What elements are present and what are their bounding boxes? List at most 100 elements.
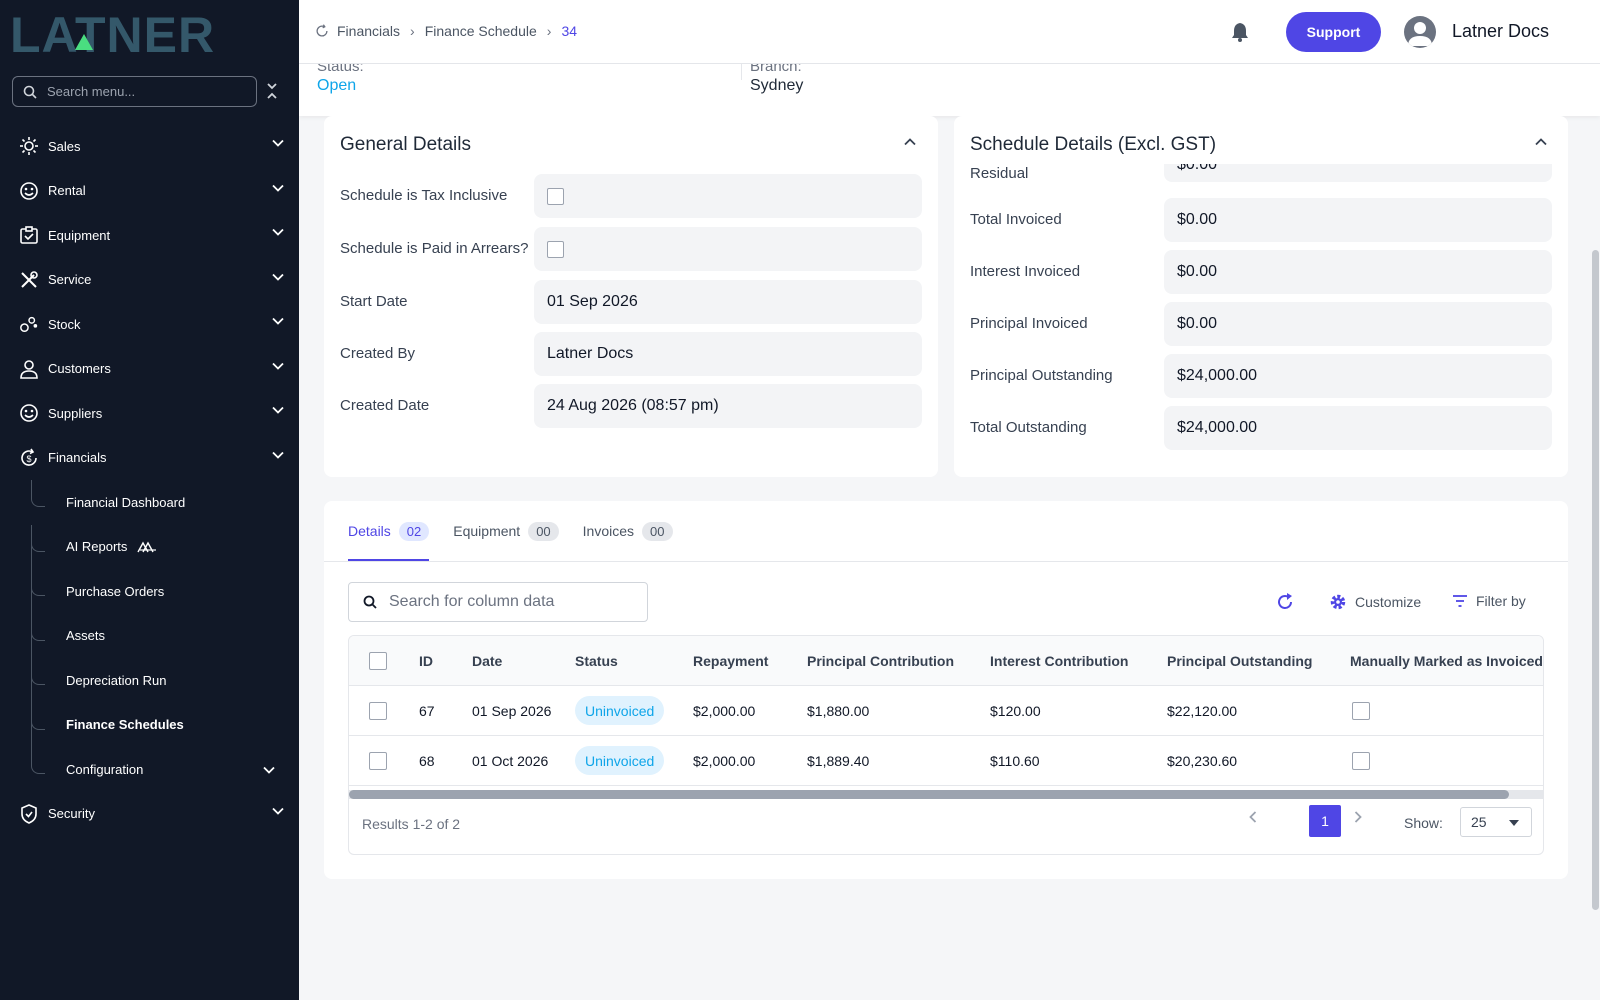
branch-field: Branch: Sydney	[750, 64, 1130, 116]
tab-label: Equipment	[453, 523, 521, 539]
sidebar-item-service[interactable]: Service	[0, 258, 299, 303]
latner-logo[interactable]: LATNER	[10, 10, 280, 56]
customize-button[interactable]: Customize	[1329, 593, 1421, 611]
tree-connector	[31, 480, 45, 507]
search-menu-input[interactable]: Search menu...	[12, 76, 257, 107]
column-header[interactable]: Principal Contribution	[807, 653, 954, 669]
chevron-up-icon[interactable]	[904, 138, 916, 146]
tab-bar: Details 02 Equipment 00 Invoices 00	[348, 501, 697, 561]
chevron-right-icon: ›	[410, 23, 415, 39]
column-header[interactable]: Repayment	[693, 653, 769, 669]
equipment-icon	[19, 225, 39, 245]
table-row[interactable]: 68 01 Oct 2026 Uninvoiced $2,000.00 $1,8…	[349, 736, 1543, 786]
filter-button[interactable]: Filter by	[1452, 593, 1526, 609]
sidebar-item-rental[interactable]: Rental	[0, 169, 299, 214]
section-title: Schedule Details (Excl. GST)	[970, 134, 1217, 155]
search-icon	[363, 595, 377, 609]
total-invoiced-field: $0.00	[1164, 198, 1552, 242]
start-date-field[interactable]: 01 Sep 2026	[534, 280, 922, 324]
sidebar-item-configuration[interactable]: Configuration	[0, 747, 299, 792]
chevron-right-icon[interactable]	[1354, 811, 1362, 823]
select-all-checkbox[interactable]	[369, 652, 387, 670]
chevron-down-icon	[272, 807, 284, 815]
field-label: Schedule is Tax Inclusive	[340, 187, 508, 204]
page-size-select[interactable]: 25	[1460, 807, 1532, 837]
column-header[interactable]: Status	[575, 653, 618, 669]
chevron-left-icon[interactable]	[1249, 811, 1257, 823]
sidebar: LATNER Search menu... Sales Rental Equip…	[0, 0, 299, 1000]
page-button[interactable]: 1	[1309, 805, 1341, 837]
sidebar-item-depreciation-run[interactable]: Depreciation Run	[0, 658, 299, 703]
breadcrumb-financials[interactable]: Financials	[337, 23, 401, 39]
sidebar-item-sales[interactable]: Sales	[0, 124, 299, 169]
search-icon	[23, 85, 37, 99]
tree-connector	[31, 524, 45, 552]
username[interactable]: Latner Docs	[1452, 21, 1550, 41]
page-scrollbar[interactable]	[1592, 250, 1599, 910]
column-search-input[interactable]: Search for column data	[348, 582, 648, 622]
status-field: Status: Open	[317, 64, 697, 116]
caret-down-icon	[1509, 820, 1519, 826]
field-label: Created Date	[340, 397, 430, 414]
financials-icon	[316, 24, 328, 37]
sidebar-item-finance-schedules[interactable]: Finance Schedules	[0, 702, 299, 747]
field-label: Start Date	[340, 293, 408, 310]
sidebar-item-label: Configuration	[66, 761, 144, 777]
refresh-icon[interactable]	[1275, 592, 1295, 612]
sidebar-item-customers[interactable]: Customers	[0, 347, 299, 392]
column-header[interactable]: ID	[419, 653, 433, 669]
cell-id: 67	[419, 703, 435, 719]
tab-equipment[interactable]: Equipment 00	[453, 501, 559, 561]
scrollbar-thumb[interactable]	[349, 790, 1509, 799]
tab-details[interactable]: Details 02	[348, 501, 430, 561]
collapse-icon[interactable]	[266, 82, 278, 100]
sidebar-item-suppliers[interactable]: Suppliers	[0, 391, 299, 436]
breadcrumb-finance-schedule[interactable]: Finance Schedule	[424, 23, 537, 39]
breadcrumb: Financials › Finance Schedule › 34	[315, 23, 577, 39]
results-count: Results 1-2 of 2	[362, 816, 461, 832]
arrears-checkbox[interactable]	[547, 240, 564, 258]
tab-invoices[interactable]: Invoices 00	[583, 501, 673, 561]
schedule-scroll: Residual $0.00 Total Invoiced $0.00 Inte…	[954, 164, 1568, 477]
cell-date: 01 Sep 2026	[472, 703, 552, 719]
sidebar-item-label: Rental	[48, 183, 86, 199]
cell-principal-contribution: $1,880.00	[807, 703, 870, 719]
tax-inclusive-checkbox[interactable]	[547, 187, 564, 205]
chevron-right-icon: ›	[546, 23, 552, 39]
sidebar-item-financial-dashboard[interactable]: Financial Dashboard	[0, 480, 299, 525]
count-badge: 00	[528, 521, 559, 541]
sidebar-item-financials[interactable]: $ Financials	[0, 436, 299, 481]
cell-repayment: $2,000.00	[693, 703, 756, 719]
bell-icon[interactable]	[1231, 22, 1249, 42]
sidebar-item-label: Purchase Orders	[66, 583, 165, 599]
sidebar-item-stock[interactable]: Stock	[0, 302, 299, 347]
avatar[interactable]	[1404, 16, 1436, 48]
sidebar-item-ai-reports[interactable]: AI Reports	[0, 524, 299, 569]
support-button[interactable]: Support	[1286, 12, 1381, 52]
table-row[interactable]: 67 01 Sep 2026 Uninvoiced $2,000.00 $1,8…	[349, 686, 1543, 736]
tree-connector	[31, 747, 45, 774]
chevron-down-icon	[272, 406, 284, 414]
manually-invoiced-checkbox[interactable]	[1352, 702, 1370, 720]
tax-inclusive-field	[534, 174, 922, 218]
horizontal-scrollbar[interactable]	[349, 790, 1543, 799]
sidebar-item-security[interactable]: Security	[0, 792, 299, 837]
chevron-up-icon[interactable]	[1535, 138, 1547, 146]
row-checkbox[interactable]	[369, 752, 387, 770]
customize-label: Customize	[1355, 594, 1422, 610]
manually-invoiced-checkbox[interactable]	[1352, 752, 1370, 770]
sidebar-item-label: AI Reports	[66, 539, 128, 555]
column-header[interactable]: Date	[472, 653, 503, 669]
column-header[interactable]: Principal Outstanding	[1167, 653, 1313, 669]
row-checkbox[interactable]	[369, 702, 387, 720]
sidebar-item-assets[interactable]: Assets	[0, 613, 299, 658]
status-bar: Status: Open Branch: Sydney	[299, 64, 1600, 116]
sidebar-item-purchase-orders[interactable]: Purchase Orders	[0, 569, 299, 614]
arrears-field	[534, 227, 922, 271]
principal-outstanding-row: Principal Outstanding $24,000.00	[970, 354, 1552, 398]
column-header[interactable]: Manually Marked as Invoiced	[1350, 653, 1543, 669]
column-header[interactable]: Interest Contribution	[990, 653, 1129, 669]
sidebar-item-equipment[interactable]: Equipment	[0, 213, 299, 258]
field-label: Total Invoiced	[970, 211, 1062, 228]
branch-label: Branch:	[750, 64, 802, 75]
